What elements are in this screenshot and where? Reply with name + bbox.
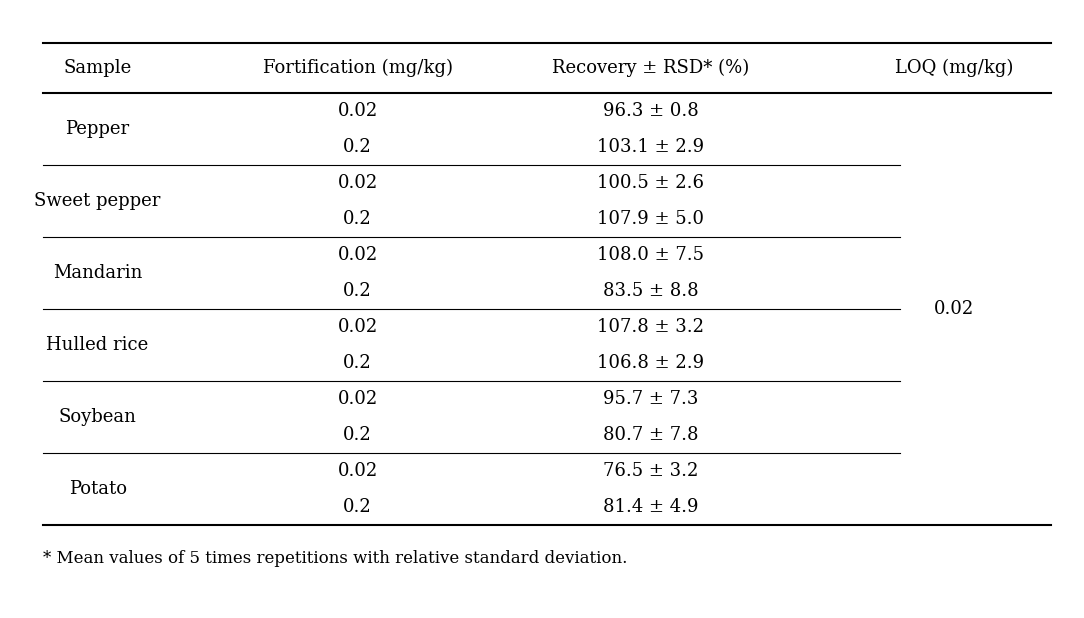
Text: 0.2: 0.2 [344,282,372,300]
Text: 100.5 ± 2.6: 100.5 ± 2.6 [597,174,704,192]
Text: 0.02: 0.02 [337,390,378,408]
Text: 0.02: 0.02 [337,246,378,264]
Text: 0.2: 0.2 [344,138,372,156]
Text: 0.2: 0.2 [344,210,372,228]
Text: 95.7 ± 7.3: 95.7 ± 7.3 [603,390,698,408]
Text: 108.0 ± 7.5: 108.0 ± 7.5 [597,246,704,264]
Text: 83.5 ± 8.8: 83.5 ± 8.8 [603,282,698,300]
Text: 0.02: 0.02 [337,174,378,192]
Text: LOQ (mg/kg): LOQ (mg/kg) [894,59,1014,77]
Text: Pepper: Pepper [65,120,130,138]
Text: Fortification (mg/kg): Fortification (mg/kg) [262,59,453,77]
Text: 0.2: 0.2 [344,426,372,444]
Text: 107.9 ± 5.0: 107.9 ± 5.0 [597,210,704,228]
Text: 106.8 ± 2.9: 106.8 ± 2.9 [597,354,704,372]
Text: 81.4 ± 4.9: 81.4 ± 4.9 [603,498,698,516]
Text: 103.1 ± 2.9: 103.1 ± 2.9 [597,138,704,156]
Text: 96.3 ± 0.8: 96.3 ± 0.8 [603,102,698,120]
Text: Sample: Sample [64,59,131,77]
Text: 107.8 ± 3.2: 107.8 ± 3.2 [597,318,704,336]
Text: * Mean values of 5 times repetitions with relative standard deviation.: * Mean values of 5 times repetitions wit… [43,550,628,567]
Text: Recovery ± RSD* (%): Recovery ± RSD* (%) [552,59,749,77]
Text: 80.7 ± 7.8: 80.7 ± 7.8 [603,426,698,444]
Text: 0.02: 0.02 [337,462,378,480]
Text: 0.02: 0.02 [933,300,975,318]
Text: 0.02: 0.02 [337,102,378,120]
Text: 0.02: 0.02 [337,318,378,336]
Text: Sweet pepper: Sweet pepper [35,192,160,210]
Text: Soybean: Soybean [59,408,137,426]
Text: Mandarin: Mandarin [53,264,142,282]
Text: 0.2: 0.2 [344,354,372,372]
Text: Potato: Potato [68,480,127,498]
Text: 76.5 ± 3.2: 76.5 ± 3.2 [603,462,698,480]
Text: 0.2: 0.2 [344,498,372,516]
Text: Hulled rice: Hulled rice [47,336,149,354]
